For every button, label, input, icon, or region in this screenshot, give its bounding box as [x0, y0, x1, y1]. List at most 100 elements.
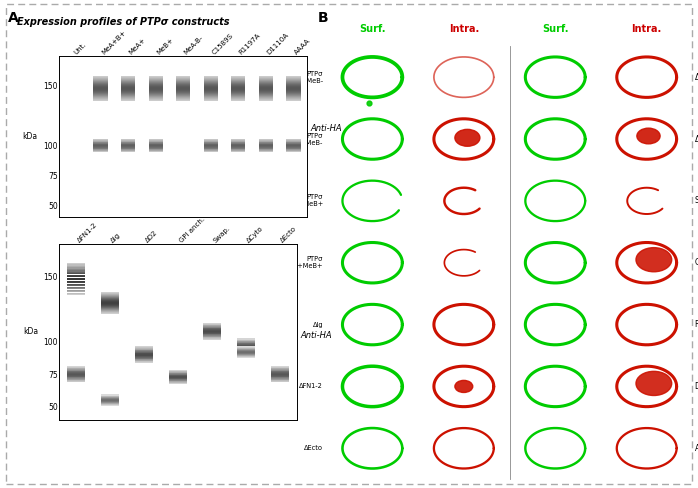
Bar: [231, 95, 246, 96]
Bar: [203, 334, 221, 335]
Bar: [101, 305, 119, 306]
Bar: [203, 325, 221, 326]
Bar: [203, 335, 221, 337]
Bar: [135, 359, 153, 360]
Bar: [68, 285, 85, 286]
Bar: [101, 396, 119, 397]
Bar: [204, 96, 218, 97]
Bar: [101, 312, 119, 313]
Bar: [259, 151, 273, 152]
Bar: [237, 339, 255, 340]
Bar: [101, 398, 119, 399]
Bar: [237, 346, 255, 347]
Bar: [231, 96, 246, 97]
Bar: [231, 83, 246, 84]
Bar: [149, 139, 163, 140]
Bar: [237, 344, 255, 345]
Bar: [149, 148, 163, 149]
Bar: [237, 357, 255, 358]
Bar: [286, 87, 301, 88]
Bar: [237, 351, 255, 352]
Bar: [259, 76, 273, 77]
Bar: [231, 91, 246, 92]
Bar: [68, 278, 85, 279]
Bar: [149, 100, 163, 101]
Bar: [259, 98, 273, 99]
Text: PTPσ
MeA+MeB+: PTPσ MeA+MeB+: [283, 256, 323, 269]
Bar: [204, 88, 218, 89]
Bar: [149, 143, 163, 144]
Bar: [286, 141, 301, 142]
Bar: [259, 140, 273, 141]
Bar: [169, 376, 187, 377]
Bar: [204, 78, 218, 79]
Bar: [259, 89, 273, 90]
Bar: [237, 355, 255, 356]
Bar: [135, 348, 153, 349]
Bar: [101, 397, 119, 399]
Bar: [231, 86, 246, 87]
Bar: [237, 347, 255, 348]
Bar: [231, 142, 246, 143]
Bar: [121, 151, 135, 152]
Bar: [176, 85, 191, 86]
Bar: [176, 79, 191, 80]
Bar: [121, 96, 135, 97]
Bar: [149, 151, 163, 152]
Bar: [68, 368, 85, 369]
Bar: [271, 372, 288, 374]
Bar: [149, 79, 163, 80]
Text: C1589S: C1589S: [695, 258, 698, 267]
Bar: [121, 76, 135, 77]
Bar: [204, 146, 218, 147]
Bar: [271, 381, 288, 382]
Bar: [101, 395, 119, 396]
Bar: [149, 97, 163, 98]
Bar: [259, 93, 273, 94]
Text: Anti-HA: Anti-HA: [311, 124, 342, 133]
Text: ΔD2: ΔD2: [695, 135, 698, 143]
Bar: [176, 77, 191, 78]
Bar: [135, 347, 153, 348]
Bar: [176, 88, 191, 89]
Bar: [231, 80, 246, 81]
Bar: [101, 296, 119, 297]
Bar: [101, 304, 119, 305]
Bar: [101, 403, 119, 404]
Bar: [231, 92, 246, 93]
Bar: [259, 82, 273, 83]
Bar: [94, 148, 107, 149]
Bar: [231, 77, 246, 78]
Bar: [286, 96, 301, 97]
Bar: [94, 145, 107, 146]
Bar: [68, 377, 85, 378]
Bar: [237, 355, 255, 356]
Bar: [149, 146, 163, 147]
Bar: [286, 83, 301, 84]
Bar: [101, 295, 119, 296]
Bar: [149, 141, 163, 142]
Bar: [204, 91, 218, 92]
Bar: [286, 84, 301, 85]
Bar: [259, 78, 273, 79]
Bar: [68, 267, 85, 268]
Bar: [135, 353, 153, 354]
Bar: [101, 308, 119, 309]
Bar: [101, 405, 119, 406]
Bar: [149, 82, 163, 83]
Bar: [204, 141, 218, 142]
Bar: [176, 100, 191, 101]
Bar: [286, 85, 301, 86]
Bar: [231, 78, 246, 79]
Bar: [203, 336, 221, 337]
Bar: [68, 379, 85, 380]
Text: PTPσ
MeA-MeB-: PTPσ MeA-MeB-: [290, 71, 323, 83]
Bar: [94, 96, 107, 97]
Bar: [204, 99, 218, 100]
Bar: [231, 79, 246, 80]
Bar: [237, 353, 255, 354]
Bar: [231, 147, 246, 148]
Bar: [231, 145, 246, 146]
Bar: [94, 150, 107, 151]
Bar: [94, 150, 107, 151]
